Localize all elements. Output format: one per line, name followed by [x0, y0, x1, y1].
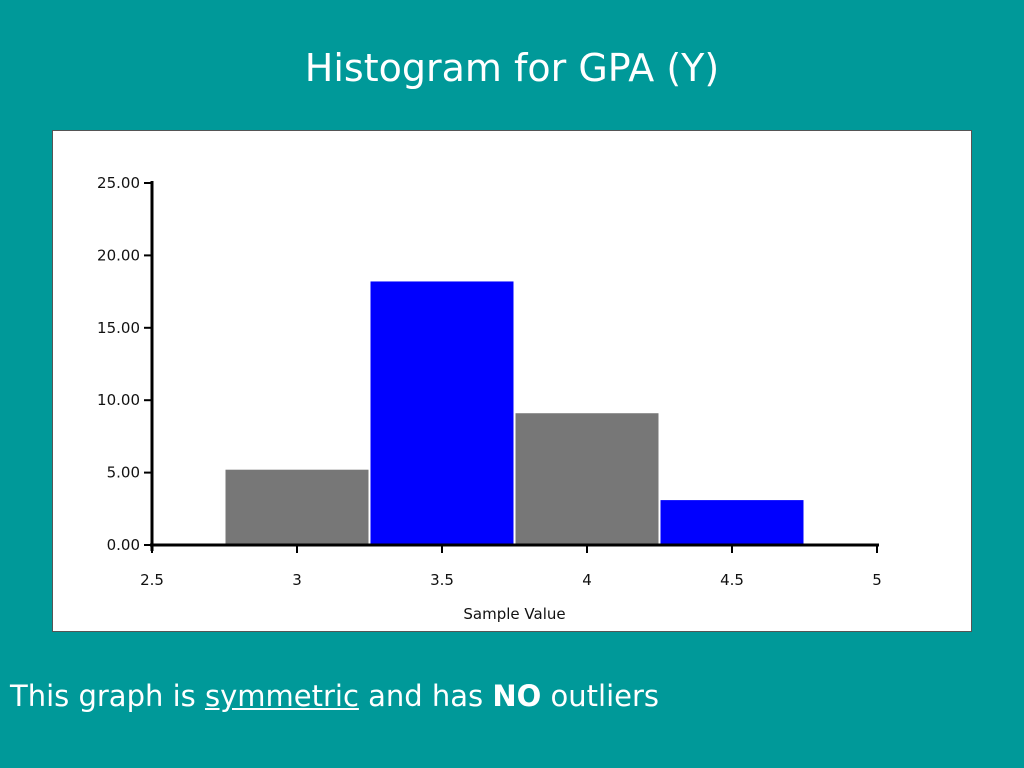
y-tick-label: 0.00: [107, 536, 140, 554]
histogram-bar: [370, 281, 514, 545]
slide-title: Histogram for GPA (Y): [304, 46, 720, 90]
y-tick-label: 10.00: [97, 391, 140, 409]
caption-no: NO: [492, 679, 542, 713]
caption-text-middle: and has: [368, 679, 484, 713]
chart-panel: 0.00 5.00 10.00 15.00 20.00 25.00 2.5 3 3.5 4 4.5 5…: [52, 130, 972, 632]
x-tick-label: 2.5: [140, 571, 164, 589]
x-tick-label: 3.5: [430, 571, 454, 589]
y-tick-label: 15.00: [97, 319, 140, 337]
caption-symmetric: symmetric: [204, 679, 359, 713]
y-tick-label: 20.00: [97, 246, 140, 264]
histogram-bar: [660, 500, 804, 545]
x-tick-label: 5: [872, 571, 882, 589]
y-tick-label: 5.00: [107, 464, 140, 482]
x-axis-label: Sample Value: [463, 605, 565, 623]
x-tick-label: 4: [582, 571, 592, 589]
x-tick-label: 3: [292, 571, 302, 589]
caption-text-after: outliers: [550, 679, 660, 713]
histogram-chart: 0.00 5.00 10.00 15.00 20.00 25.00 2.5 3 3.5 4 4.5 5…: [97, 174, 882, 623]
caption-text-before: This graph is: [10, 679, 196, 713]
histogram-bar: [225, 469, 369, 545]
histogram-bar: [515, 413, 659, 545]
x-tick-label: 4.5: [720, 571, 744, 589]
y-tick-label: 25.00: [97, 174, 140, 192]
slide-caption: This graph is symmetric and has NO outli…: [10, 674, 659, 718]
